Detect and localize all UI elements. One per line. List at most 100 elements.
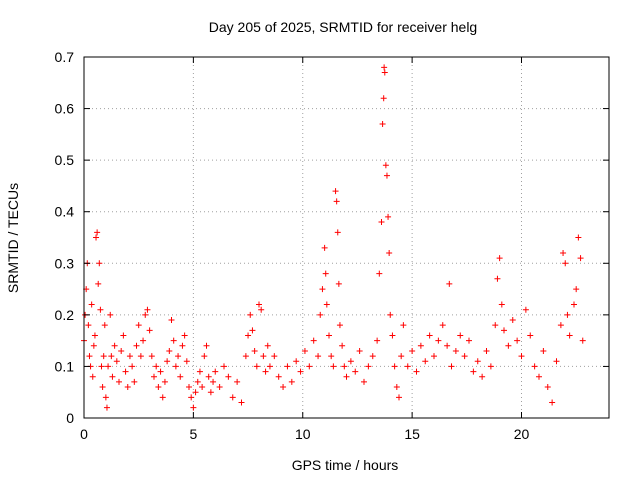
- data-point: [361, 378, 367, 385]
- data-point: [251, 347, 258, 354]
- data-point: [266, 363, 273, 370]
- data-point: [404, 363, 411, 370]
- data-point: [177, 373, 184, 380]
- data-point: [234, 378, 241, 385]
- data-point: [194, 378, 201, 385]
- data-point: [105, 363, 112, 370]
- data-point: [129, 363, 136, 370]
- data-point: [148, 353, 155, 360]
- data-point: [210, 378, 217, 385]
- data-point: [159, 394, 166, 401]
- data-point: [378, 219, 385, 226]
- y-tick-label: 0.7: [55, 49, 75, 65]
- data-point: [387, 311, 394, 318]
- data-point: [452, 347, 459, 354]
- data-point: [540, 347, 547, 354]
- data-point: [242, 353, 249, 360]
- data-point: [89, 373, 96, 380]
- data-point: [172, 363, 179, 370]
- data-point: [544, 384, 551, 391]
- data-point: [341, 363, 348, 370]
- data-point: [470, 368, 477, 375]
- data-point: [190, 404, 197, 411]
- x-axis-label: GPS time / hours: [292, 457, 399, 473]
- data-point: [168, 317, 175, 324]
- data-point: [238, 399, 245, 406]
- data-point: [382, 162, 389, 169]
- data-point: [385, 213, 392, 220]
- data-point: [175, 353, 182, 360]
- data-point: [118, 347, 125, 354]
- data-point: [564, 311, 571, 318]
- data-point: [229, 394, 236, 401]
- data-point: [365, 363, 372, 370]
- data-point: [413, 368, 420, 375]
- data-point: [575, 234, 582, 241]
- data-point: [466, 337, 472, 344]
- data-point: [579, 337, 586, 344]
- data-point: [101, 322, 108, 329]
- data-point: [577, 255, 584, 262]
- data-point: [356, 347, 363, 354]
- data-point: [142, 311, 149, 318]
- data-point: [85, 322, 92, 329]
- data-point: [505, 342, 512, 349]
- data-point: [391, 363, 398, 370]
- data-point: [336, 322, 343, 329]
- data-point: [322, 270, 329, 277]
- data-point: [417, 342, 424, 349]
- data-point: [531, 363, 538, 370]
- data-point: [120, 332, 127, 339]
- data-point: [103, 404, 110, 411]
- data-point: [498, 301, 505, 308]
- y-tick-label: 0.2: [55, 307, 75, 323]
- y-axis-label: SRMTID / TECUs: [5, 183, 21, 293]
- data-point: [170, 337, 177, 344]
- data-point: [108, 353, 115, 360]
- data-point: [99, 384, 106, 391]
- data-point: [487, 363, 494, 370]
- data-point: [457, 332, 464, 339]
- data-point: [253, 363, 260, 370]
- data-point: [264, 342, 271, 349]
- data-point: [221, 363, 227, 370]
- data-point: [332, 188, 339, 195]
- data-point: [306, 363, 313, 370]
- y-tick-label: 0.5: [55, 152, 75, 168]
- data-point: [448, 363, 455, 370]
- data-point: [196, 368, 203, 375]
- x-tick-label: 5: [189, 426, 197, 442]
- data-point: [426, 332, 433, 339]
- data-point: [96, 260, 103, 267]
- data-point: [328, 353, 335, 360]
- data-point: [518, 353, 525, 360]
- data-point: [439, 322, 446, 329]
- data-point: [109, 373, 116, 380]
- chart-title: Day 205 of 2025, SRMTID for receiver hel…: [209, 19, 477, 35]
- data-point: [527, 332, 534, 339]
- data-point: [319, 286, 326, 293]
- data-point: [381, 69, 388, 76]
- data-point: [201, 353, 208, 360]
- y-tick-label: 0.4: [55, 204, 75, 220]
- x-tick-label: 20: [514, 426, 530, 442]
- x-tick-label: 10: [295, 426, 311, 442]
- data-point: [514, 337, 521, 344]
- data-point: [494, 275, 501, 282]
- data-point: [126, 353, 133, 360]
- data-point: [140, 337, 147, 344]
- data-point: [262, 368, 269, 375]
- data-point: [474, 358, 481, 365]
- data-point: [183, 358, 190, 365]
- data-point: [144, 306, 151, 313]
- data-point: [192, 389, 199, 396]
- data-point: [88, 301, 95, 308]
- data-point: [116, 378, 122, 385]
- data-point: [553, 358, 560, 365]
- y-tick-label: 0: [66, 410, 74, 426]
- data-point: [573, 286, 580, 293]
- data-point: [102, 394, 109, 401]
- data-point: [431, 353, 437, 360]
- data-point: [435, 337, 442, 344]
